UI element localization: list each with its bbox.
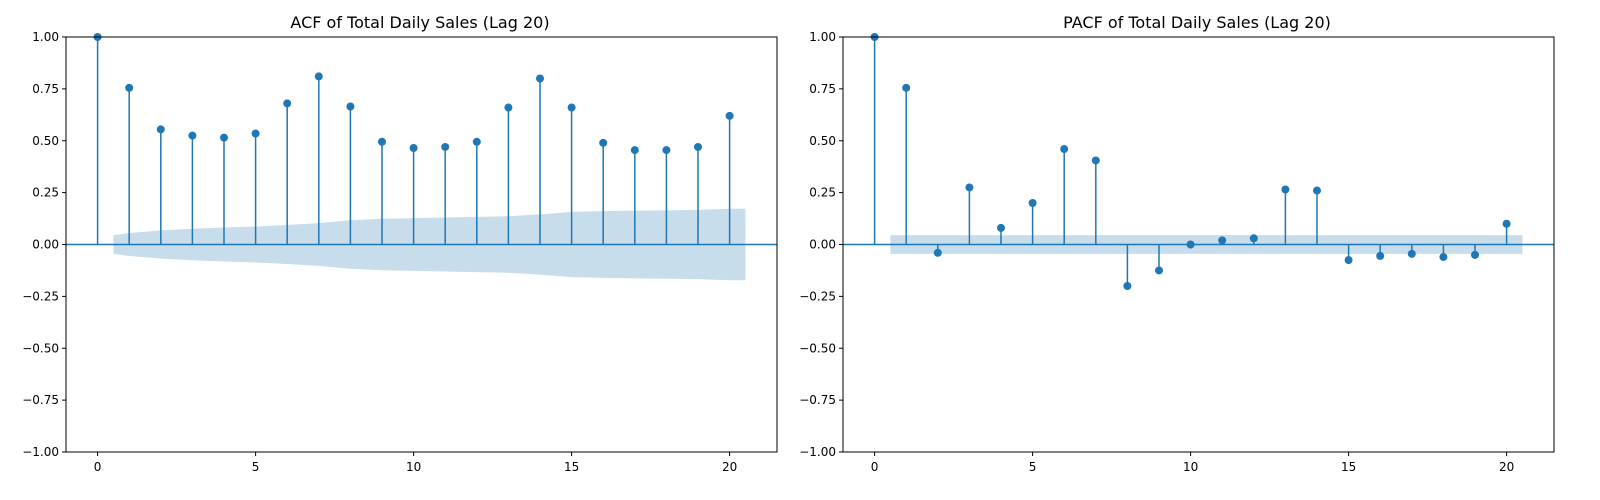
acf-point-lag-13 [504, 103, 513, 112]
pacf-y-tick-label: 0.75 [809, 82, 836, 96]
pacf-point-lag-14 [1313, 186, 1321, 195]
pacf-plot-area: −1.00 −0.75 −0.50 −0.25 0.00 0.25 0.50 0.75 1.00… [800, 30, 1555, 474]
acf-x-tick-label: 15 [564, 460, 579, 474]
pacf-point-lag-15 [1344, 256, 1353, 265]
acf-y-tick-label: 0.00 [32, 238, 59, 252]
acf-point-lag-7 [314, 72, 323, 81]
pacf-x-tick-label: 5 [1029, 460, 1037, 474]
acf-point-lag-16 [599, 138, 608, 147]
pacf-point-lag-5 [1028, 199, 1037, 207]
pacf-y-tick-label: 0.25 [809, 186, 836, 200]
pacf-point-lag-17 [1407, 249, 1416, 258]
acf-y-tick-label: 0.75 [32, 82, 59, 96]
acf-point-lag-4 [220, 133, 228, 142]
acf-point-lag-11 [441, 142, 450, 151]
pacf-y-tick-label: −0.25 [800, 289, 836, 303]
pacf-y-tick-label: 1.00 [809, 30, 836, 44]
acf-point-lag-8 [346, 102, 355, 111]
acf-y-tick-label: 0.50 [32, 134, 59, 148]
pacf-title: PACF of Total Daily Sales (Lag 20) [1063, 13, 1331, 32]
acf-x-tick-label: 10 [406, 460, 421, 474]
pacf-point-lag-2 [933, 248, 942, 257]
pacf-x-tick-label: 15 [1341, 460, 1356, 474]
pacf-y-tick-label: −0.50 [800, 341, 836, 355]
acf-point-lag-9 [378, 137, 386, 146]
pacf-x-tick-label: 20 [1499, 460, 1514, 474]
acf-point-lag-17 [630, 146, 639, 155]
pacf-point-lag-13 [1281, 185, 1290, 194]
pacf-x-tick-label: 10 [1183, 460, 1198, 474]
pacf-point-lag-4 [997, 223, 1005, 232]
pacf-point-lag-3 [965, 183, 974, 192]
pacf-point-lag-16 [1376, 251, 1385, 260]
pacf-point-lag-7 [1091, 156, 1100, 165]
pacf-point-lag-19 [1471, 250, 1479, 259]
acf-x-tick-label: 20 [722, 460, 737, 474]
acf-point-lag-15 [567, 103, 576, 112]
acf-point-lag-1 [125, 83, 134, 92]
acf-point-lag-6 [283, 99, 292, 108]
pacf-y-tick-label: 0.00 [809, 238, 836, 252]
acf-x-tick-label: 0 [94, 460, 102, 474]
acf-point-lag-5 [251, 129, 260, 138]
pacf-point-lag-1 [902, 83, 911, 92]
acf-y-tick-label: −0.50 [22, 341, 59, 355]
acf-y-tick-label: −1.00 [22, 445, 59, 459]
pacf-point-lag-18 [1439, 252, 1448, 261]
acf-y-tick-label: 1.00 [32, 30, 59, 44]
acf-x-tick-label: 5 [252, 460, 260, 474]
pacf-point-lag-11 [1218, 236, 1227, 245]
pacf-point-lag-20 [1502, 219, 1511, 228]
acf-point-lag-20 [725, 111, 734, 120]
acf-chart: ACF of Total Daily Sales (Lag 20) −1.00−… [22, 13, 778, 474]
pacf-chart: PACF of Total Daily Sales (Lag 20) −1.00… [800, 13, 1555, 474]
pacf-point-lag-12 [1249, 234, 1258, 243]
pacf-point-lag-6 [1060, 145, 1069, 154]
acf-point-lag-19 [694, 142, 702, 151]
acf-y-tick-label: 0.25 [32, 186, 59, 200]
acf-point-lag-14 [536, 74, 544, 83]
acf-point-lag-2 [156, 125, 165, 134]
pacf-y-tick-label: −1.00 [800, 445, 836, 459]
acf-point-lag-18 [662, 146, 671, 155]
pacf-x-tick-label: 0 [871, 460, 879, 474]
acf-y-tick-label: −0.25 [22, 289, 59, 303]
pacf-point-lag-9 [1155, 266, 1163, 275]
pacf-y-tick-label: 0.50 [809, 134, 836, 148]
acf-point-lag-12 [472, 137, 481, 146]
pacf-point-lag-8 [1123, 282, 1132, 290]
pacf-y-tick-label: −0.75 [800, 393, 836, 407]
acf-title: ACF of Total Daily Sales (Lag 20) [290, 13, 549, 32]
acf-plot-area: −1.00 −0.75 −0.50 −0.25 0.00 0.25 0.50 0.75 1.00… [22, 30, 778, 474]
acf-point-lag-3 [188, 131, 197, 140]
acf-point-lag-10 [409, 144, 418, 153]
acf-y-tick-label: −0.75 [22, 393, 59, 407]
